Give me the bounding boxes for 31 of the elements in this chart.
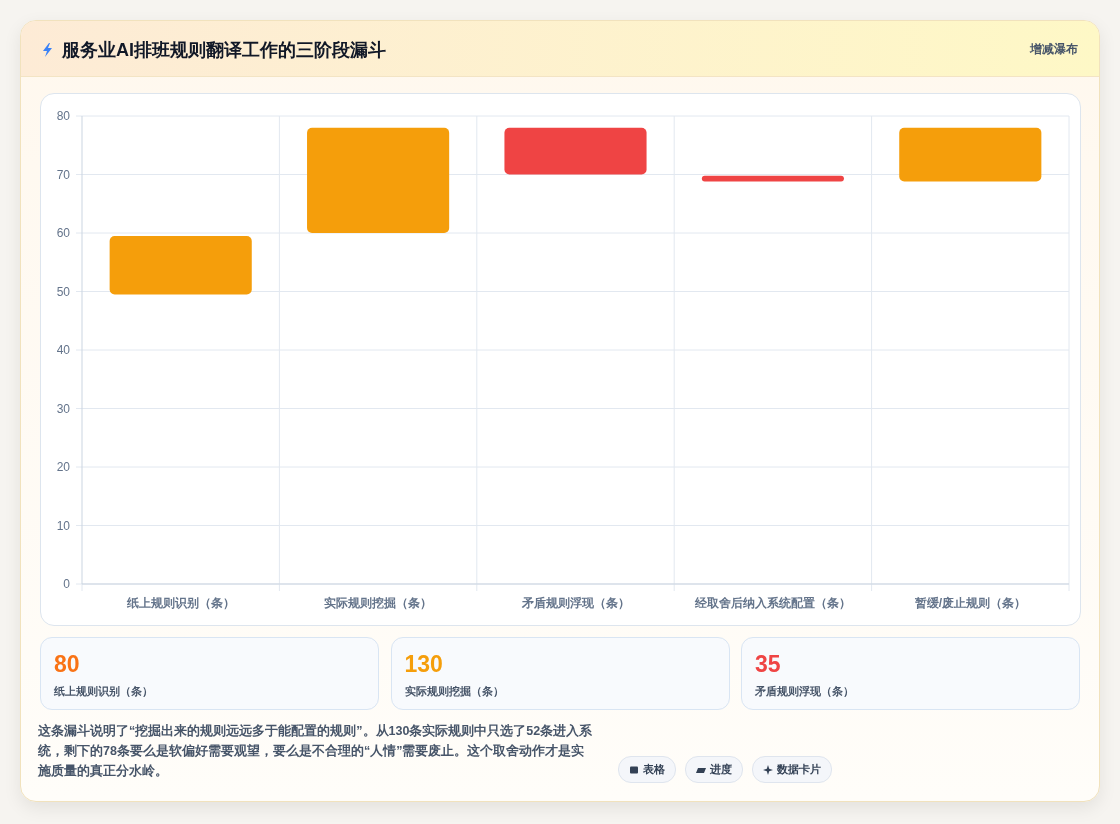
bar — [109, 235, 252, 295]
bar — [701, 175, 844, 182]
y-tick-label: 40 — [56, 343, 71, 357]
x-tick-label: 实际规则挖掘（条） — [324, 596, 433, 610]
kpi-value: 35 — [755, 650, 781, 678]
bar — [504, 127, 647, 175]
x-tick-label: 矛盾规则浮现（条） — [520, 596, 630, 610]
kpi-label: 矛盾规则浮现（条） — [755, 684, 854, 699]
button: 进度 — [685, 756, 743, 783]
kpi-label: 纸上规则识别（条） — [54, 684, 153, 699]
bar — [307, 127, 450, 233]
y-tick-label: 0 — [63, 577, 71, 591]
text: 这条漏斗说明了“挖掘出来的规则远远多于能配置的规则”。从130条实际规则中只选了52条进入系统，剩下的78条要么是软偏好需要观望，要么是不合理的“人情”需要废止。这个取舍动作才是实施质量的真正分水岭。 — [38, 723, 594, 780]
button: 表格 — [618, 756, 676, 783]
y-tick-label: 60 — [56, 226, 71, 240]
y-tick-label: 30 — [56, 401, 71, 416]
x-tick-label: 纸上规则识别（条） — [125, 596, 235, 610]
button: 数据卡片 — [752, 756, 832, 783]
kpi-value: 80 — [54, 650, 80, 678]
y-tick-label: 20 — [56, 460, 71, 474]
x-tick-label: 暂缓/废止规则（条） — [913, 596, 1026, 610]
kpi-label: 实际规则挖掘（条） — [404, 684, 504, 699]
chart-title: 服务业AI排班规则翻译工作的三阶段漏斗 — [62, 39, 386, 62]
y-tick-label: 10 — [56, 518, 71, 533]
y-tick-label: 80 — [56, 109, 71, 123]
bar — [899, 127, 1042, 182]
y-tick-label: 70 — [56, 167, 71, 182]
kpi-value: 130 — [404, 650, 443, 678]
chart-subtitle: 增减瀑布 — [1030, 41, 1078, 58]
x-tick-label: 经取舍后纳入系统配置（条） — [693, 596, 851, 610]
y-tick-label: 50 — [56, 284, 71, 299]
